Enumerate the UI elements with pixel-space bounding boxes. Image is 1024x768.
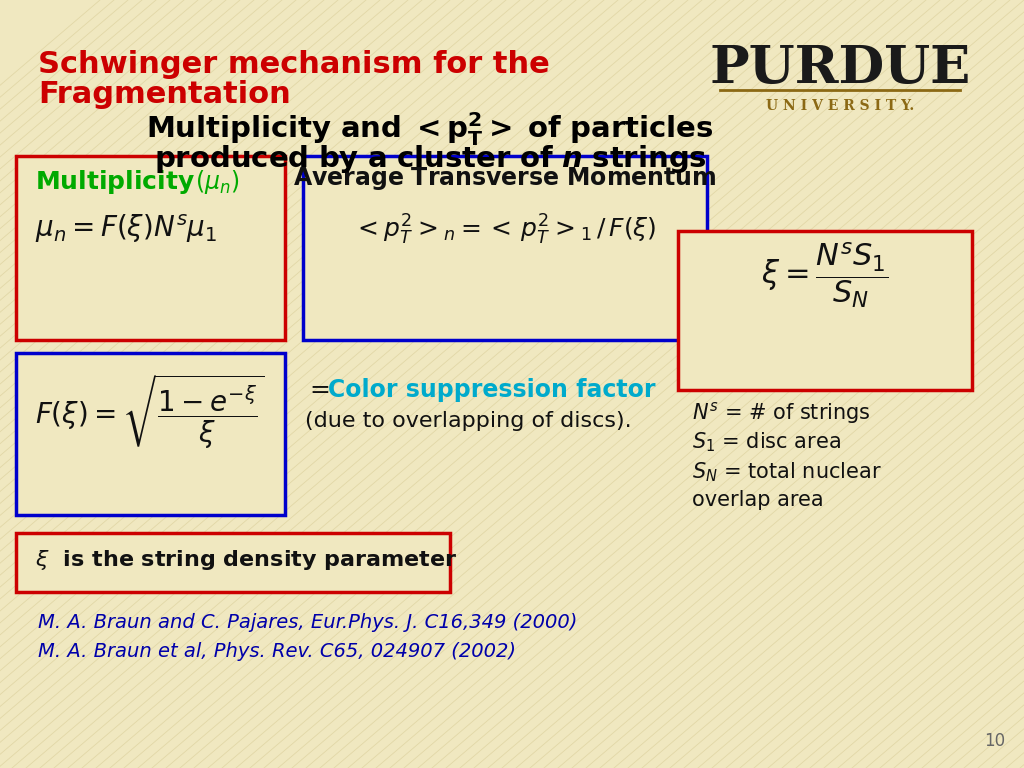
Text: $\mathbf{Multiplicity\ and\ <p_T^2>\ of\ particles}$: $\mathbf{Multiplicity\ and\ <p_T^2>\ of\… <box>146 110 714 148</box>
Text: overlap area: overlap area <box>692 490 823 510</box>
Text: $N^s$ = # of strings: $N^s$ = # of strings <box>692 400 870 426</box>
Text: $S_N$ = total nuclear: $S_N$ = total nuclear <box>692 460 882 484</box>
Text: Color suppression factor: Color suppression factor <box>328 378 655 402</box>
Text: $< p_T^2 >_n=<\, p_T^2 >_1 \, / \, F(\xi)$: $< p_T^2 >_n=<\, p_T^2 >_1 \, / \, F(\xi… <box>353 213 656 247</box>
Text: (due to overlapping of discs).: (due to overlapping of discs). <box>305 411 632 431</box>
FancyBboxPatch shape <box>16 353 285 515</box>
Text: U N I V E R S I T Y.: U N I V E R S I T Y. <box>766 99 914 113</box>
Text: 10: 10 <box>984 732 1005 750</box>
FancyBboxPatch shape <box>16 156 285 340</box>
Text: Schwinger mechanism for the: Schwinger mechanism for the <box>38 50 550 79</box>
Text: $(\mu_n)$: $(\mu_n)$ <box>195 168 240 196</box>
Text: $\mathbf{produced\ by\ a\ cluster\ of}\ \boldsymbol{n}\ \mathbf{strings}$: $\mathbf{produced\ by\ a\ cluster\ of}\ … <box>154 143 707 175</box>
Text: $S_1$ = disc area: $S_1$ = disc area <box>692 430 841 454</box>
FancyBboxPatch shape <box>678 231 972 390</box>
Text: PURDUE: PURDUE <box>710 42 971 94</box>
Text: M. A. Braun and C. Pajares, Eur.Phys. J. C16,349 (2000): M. A. Braun and C. Pajares, Eur.Phys. J.… <box>38 613 578 632</box>
Text: $\mu_n = F(\xi)N^s\mu_1$: $\mu_n = F(\xi)N^s\mu_1$ <box>35 213 217 246</box>
FancyBboxPatch shape <box>303 156 707 340</box>
Text: $\xi$  is the string density parameter: $\xi$ is the string density parameter <box>35 548 458 572</box>
Text: Fragmentation: Fragmentation <box>38 80 291 109</box>
Text: $\mathbf{Average\ Transverse\ Momentum}$: $\mathbf{Average\ Transverse\ Momentum}$ <box>293 165 717 192</box>
Text: $\mathbf{Multiplicity}$: $\mathbf{Multiplicity}$ <box>35 168 195 196</box>
Text: $F(\xi) = \sqrt{\dfrac{1-e^{-\xi}}{\xi}}$: $F(\xi) = \sqrt{\dfrac{1-e^{-\xi}}{\xi}}… <box>35 373 265 452</box>
FancyBboxPatch shape <box>16 533 450 592</box>
Text: $\xi = \dfrac{N^s S_1}{S_N}$: $\xi = \dfrac{N^s S_1}{S_N}$ <box>762 240 889 310</box>
Text: M. A. Braun et al, Phys. Rev. C65, 024907 (2002): M. A. Braun et al, Phys. Rev. C65, 02490… <box>38 642 516 661</box>
Text: $=$: $=$ <box>305 378 338 402</box>
